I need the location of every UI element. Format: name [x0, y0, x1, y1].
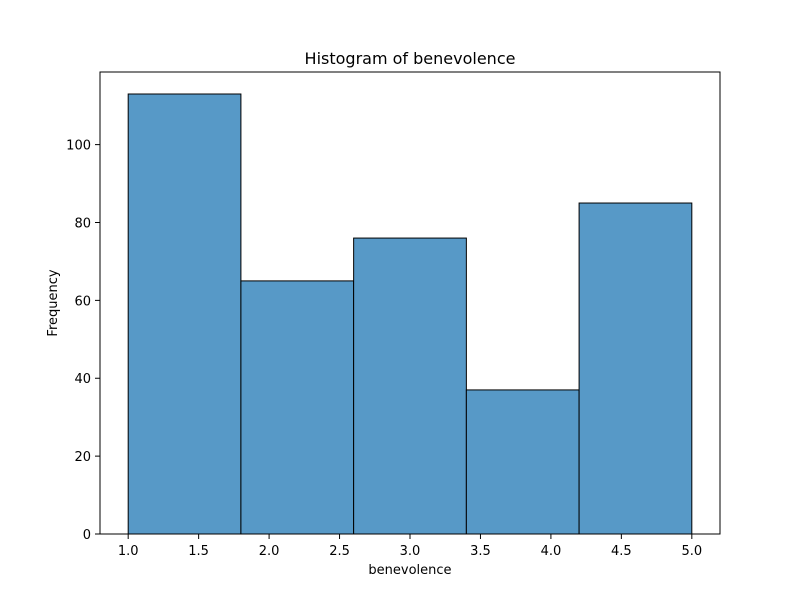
x-tick-label-0: 1.0: [118, 544, 139, 559]
plot-frame: [99, 71, 721, 535]
y-axis-ticks: 0 20 40 60 80 100: [66, 139, 100, 543]
y-tick-label-3: 60: [74, 294, 91, 309]
x-tick-label-8: 5.0: [681, 544, 702, 559]
x-tick-label-6: 4.0: [541, 544, 562, 559]
y-tick-label-5: 100: [66, 139, 91, 154]
x-tick-label-7: 4.5: [611, 544, 632, 559]
x-tick-label-3: 2.5: [329, 544, 350, 559]
x-tick-label-1: 1.5: [188, 544, 209, 559]
x-tick-label-5: 3.5: [470, 544, 491, 559]
x-axis-label: benevolence: [368, 563, 451, 578]
x-axis-ticks: 1.0 1.5 2.0 2.5 3.0 3.5 4.0 4.5 5.0: [118, 534, 702, 559]
y-tick-label-1: 20: [74, 450, 91, 465]
histogram-bar-3: [465, 389, 580, 535]
y-tick-label-0: 0: [83, 528, 91, 543]
y-tick-label-2: 40: [74, 372, 91, 387]
histogram-bar-4: [578, 202, 693, 535]
x-tick-label-4: 3.0: [400, 544, 421, 559]
y-tick-label-4: 80: [74, 216, 91, 231]
y-axis-label: Frequency: [46, 269, 61, 336]
histogram-bar-1: [240, 280, 355, 535]
histogram-bar-0: [127, 93, 242, 535]
histogram-bar-2: [353, 237, 467, 535]
bars-group: [127, 93, 693, 535]
chart-title: Histogram of benevolence: [305, 49, 516, 68]
x-tick-label-2: 2.0: [259, 544, 280, 559]
